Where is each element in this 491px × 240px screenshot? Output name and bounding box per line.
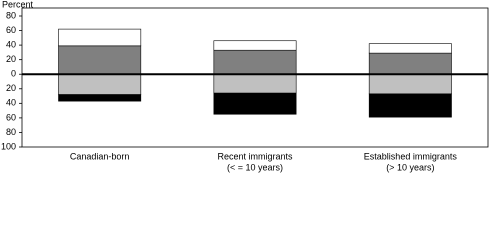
- y-tick-label: 60: [6, 112, 16, 122]
- bar-segment: [368, 52, 452, 75]
- y-axis-label: Percent: [2, 0, 34, 9]
- x-tick-label: Recent immigrants: [217, 151, 293, 161]
- bar-segment: [368, 73, 452, 95]
- bar-segment: [368, 43, 452, 54]
- bar-segment: [368, 93, 452, 118]
- bar-segment: [213, 73, 297, 94]
- y-tick-label: 20: [6, 83, 16, 93]
- plot-frame: [21, 7, 489, 148]
- y-tick-label: 100: [1, 141, 16, 151]
- y-tick-label: 40: [6, 98, 16, 108]
- y-tick-label: 80: [6, 127, 16, 137]
- x-tick-label: (< = 10 years): [227, 162, 283, 172]
- bar-segment: [58, 45, 142, 75]
- x-tick-label: (> 10 years): [386, 162, 434, 172]
- chart: Percent 100 80 60 40 20 0 20 40 60 80 Canadian-bor…: [1, 0, 489, 172]
- x-tick-label: Established immigrants: [364, 151, 458, 161]
- bar-segment: [58, 28, 142, 47]
- bar-segment: [58, 73, 142, 95]
- bar-segment: [58, 94, 142, 102]
- y-tick-label: 20: [6, 54, 16, 64]
- bar-segment: [213, 40, 297, 51]
- y-tick-label: 40: [6, 39, 16, 49]
- y-tick-label: 60: [6, 25, 16, 35]
- bar-segment: [213, 49, 297, 75]
- bar-segment: [213, 92, 297, 115]
- y-tick-label: 80: [6, 10, 16, 20]
- y-tick-label: 0: [11, 69, 16, 79]
- x-tick-label: Canadian-born: [70, 151, 130, 161]
